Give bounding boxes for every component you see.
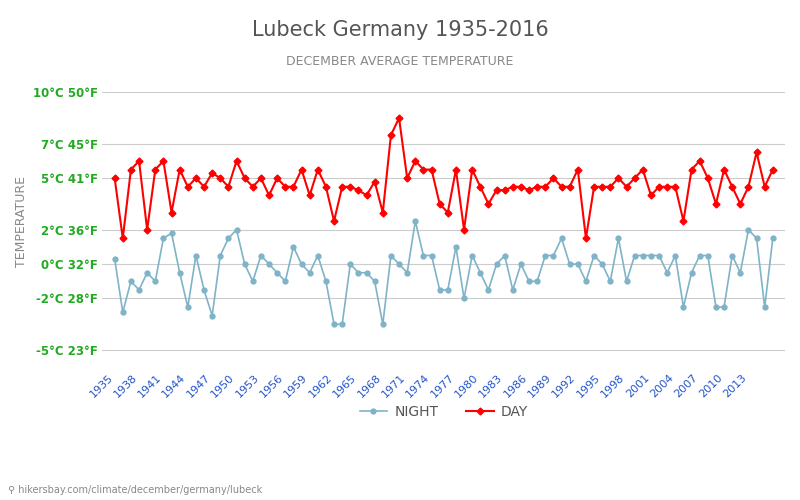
Text: ⚲ hikersbay.com/climate/december/germany/lubeck: ⚲ hikersbay.com/climate/december/germany… xyxy=(8,485,262,495)
DAY xyxy=(272,175,282,181)
DAY xyxy=(638,166,648,172)
NIGHT xyxy=(330,322,339,328)
DAY xyxy=(394,115,404,121)
DAY xyxy=(654,184,664,190)
Legend: NIGHT, DAY: NIGHT, DAY xyxy=(354,400,534,424)
NIGHT xyxy=(264,261,274,267)
NIGHT xyxy=(289,244,298,250)
DAY xyxy=(118,236,127,242)
DAY xyxy=(305,192,314,198)
NIGHT xyxy=(297,261,306,267)
DAY xyxy=(110,175,119,181)
NIGHT xyxy=(638,252,648,258)
NIGHT xyxy=(768,236,778,242)
NIGHT xyxy=(435,287,445,293)
DAY xyxy=(768,166,778,172)
NIGHT xyxy=(110,256,119,262)
Text: Lubeck Germany 1935-2016: Lubeck Germany 1935-2016 xyxy=(252,20,548,40)
Text: DECEMBER AVERAGE TEMPERATURE: DECEMBER AVERAGE TEMPERATURE xyxy=(286,55,514,68)
NIGHT xyxy=(410,218,420,224)
Line: DAY: DAY xyxy=(112,116,775,240)
DAY xyxy=(435,201,445,207)
NIGHT xyxy=(654,252,664,258)
Y-axis label: TEMPERATURE: TEMPERATURE xyxy=(15,176,28,266)
DAY xyxy=(297,166,306,172)
Line: NIGHT: NIGHT xyxy=(112,218,775,326)
